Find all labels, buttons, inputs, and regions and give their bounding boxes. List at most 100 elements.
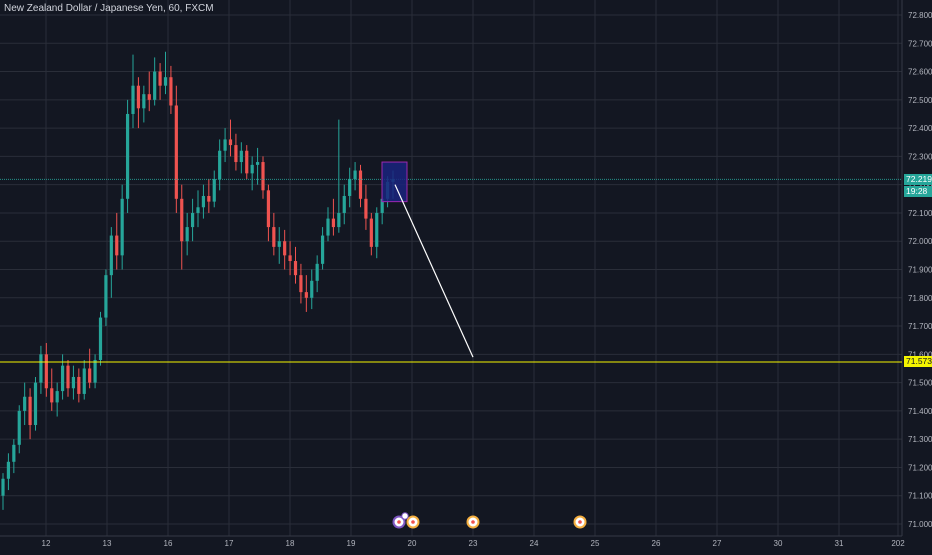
time-axis-label: 31: [835, 539, 844, 548]
candle-body: [342, 195, 346, 213]
price-axis-label: 71.000: [908, 520, 932, 529]
price-axis-label: 72.000: [908, 237, 932, 246]
candle-body: [60, 365, 65, 392]
price-axis-label: 72.100: [908, 209, 932, 218]
candle-body: [169, 77, 173, 106]
candle-body: [55, 391, 59, 403]
economic-event-dot-icon: [397, 520, 401, 524]
time-axis-label: 13: [103, 539, 112, 548]
price-axis-label: 71.800: [908, 294, 932, 303]
candle-body: [348, 179, 352, 196]
price-axis-label: 71.600: [908, 350, 932, 359]
price-axis-label: 72.800: [908, 11, 932, 20]
candle-body: [369, 218, 373, 247]
candle-body: [180, 198, 184, 242]
price-axis-label: 72.600: [908, 68, 932, 77]
candle-body: [201, 195, 206, 208]
candle-body: [6, 461, 11, 479]
price-axis-label: 71.400: [908, 407, 932, 416]
candle-body: [44, 354, 48, 389]
time-axis-label: 27: [713, 539, 722, 548]
price-axis-label: 71.100: [908, 492, 932, 501]
price-axis-label: 72.200: [908, 181, 932, 190]
price-axis-label: 71.500: [908, 379, 932, 388]
time-axis-label: 18: [286, 539, 295, 548]
time-axis-label: 19: [347, 539, 356, 548]
candle-body: [320, 235, 325, 264]
price-axis-label: 72.500: [908, 96, 932, 105]
candle-body: [326, 218, 330, 236]
candle-body: [93, 359, 97, 383]
candle-body: [17, 410, 21, 445]
candle-body: [293, 261, 298, 276]
price-axis-label: 72.300: [908, 152, 932, 161]
price-axis-label: 72.700: [908, 39, 932, 48]
candle-body: [261, 162, 265, 191]
bar-countdown-tag: 19:28: [904, 186, 932, 197]
candle-body: [163, 77, 168, 86]
price-axis-label: 72.400: [908, 124, 932, 133]
projection-trend-line: [394, 184, 474, 358]
candle-body: [277, 241, 281, 247]
candle-body: [223, 139, 227, 151]
time-axis-label: 30: [774, 539, 783, 548]
candle-body: [207, 195, 211, 202]
candle-body: [153, 71, 157, 100]
candle-body: [66, 365, 70, 389]
time-axis-label: 24: [530, 539, 539, 548]
candle-body: [310, 280, 314, 298]
symbol-title: New Zealand Dollar / Japanese Yen, 60, F…: [4, 3, 214, 14]
candle-body: [109, 235, 113, 276]
candle-body: [12, 444, 16, 462]
candle-body: [250, 164, 254, 174]
price-axis-label: 71.900: [908, 266, 932, 275]
candle-body: [234, 145, 238, 163]
candle-body: [71, 376, 76, 389]
candle-body: [77, 376, 81, 394]
economic-event-dot-icon: [471, 520, 475, 524]
candle-body: [1, 478, 5, 496]
candle-body: [218, 150, 222, 180]
candle-body: [266, 190, 271, 228]
time-axis-label: 202: [891, 539, 905, 548]
candle-body: [33, 382, 38, 426]
candle-body: [272, 227, 276, 247]
candle-body: [239, 150, 243, 163]
candle-body: [375, 212, 379, 247]
candle-body: [283, 241, 287, 256]
candle-body: [125, 113, 130, 199]
candle-body: [315, 263, 319, 281]
candle-body: [82, 368, 86, 394]
candle-body: [196, 207, 200, 213]
candle-body: [364, 198, 368, 219]
candle-body: [331, 218, 336, 228]
economic-event-dot-icon: [578, 520, 582, 524]
candle-body: [131, 85, 135, 114]
price-axis-label: 71.700: [908, 322, 932, 331]
candle-body: [120, 198, 124, 256]
candle-body: [104, 275, 108, 318]
candle-body: [380, 198, 384, 213]
candle-body: [158, 71, 162, 86]
economic-event-dot-icon: [411, 520, 415, 524]
candle-body: [142, 94, 146, 109]
candle-body: [39, 354, 43, 383]
time-axis-label: 26: [652, 539, 661, 548]
candle-body: [228, 139, 233, 146]
price-axis-label: 71.200: [908, 463, 932, 472]
candle-body: [212, 179, 216, 202]
time-axis-label: 16: [164, 539, 173, 548]
candle-body: [255, 162, 260, 165]
candle-body: [190, 212, 195, 228]
candle-body: [337, 212, 341, 228]
candle-body: [245, 150, 249, 174]
candle-body: [23, 396, 27, 411]
candle-body: [136, 85, 141, 109]
candle-body: [147, 94, 151, 100]
event-count-badge-icon: [401, 512, 409, 520]
time-axis-label: 23: [469, 539, 478, 548]
candle-body: [28, 396, 32, 426]
time-axis-label: 20: [408, 539, 417, 548]
